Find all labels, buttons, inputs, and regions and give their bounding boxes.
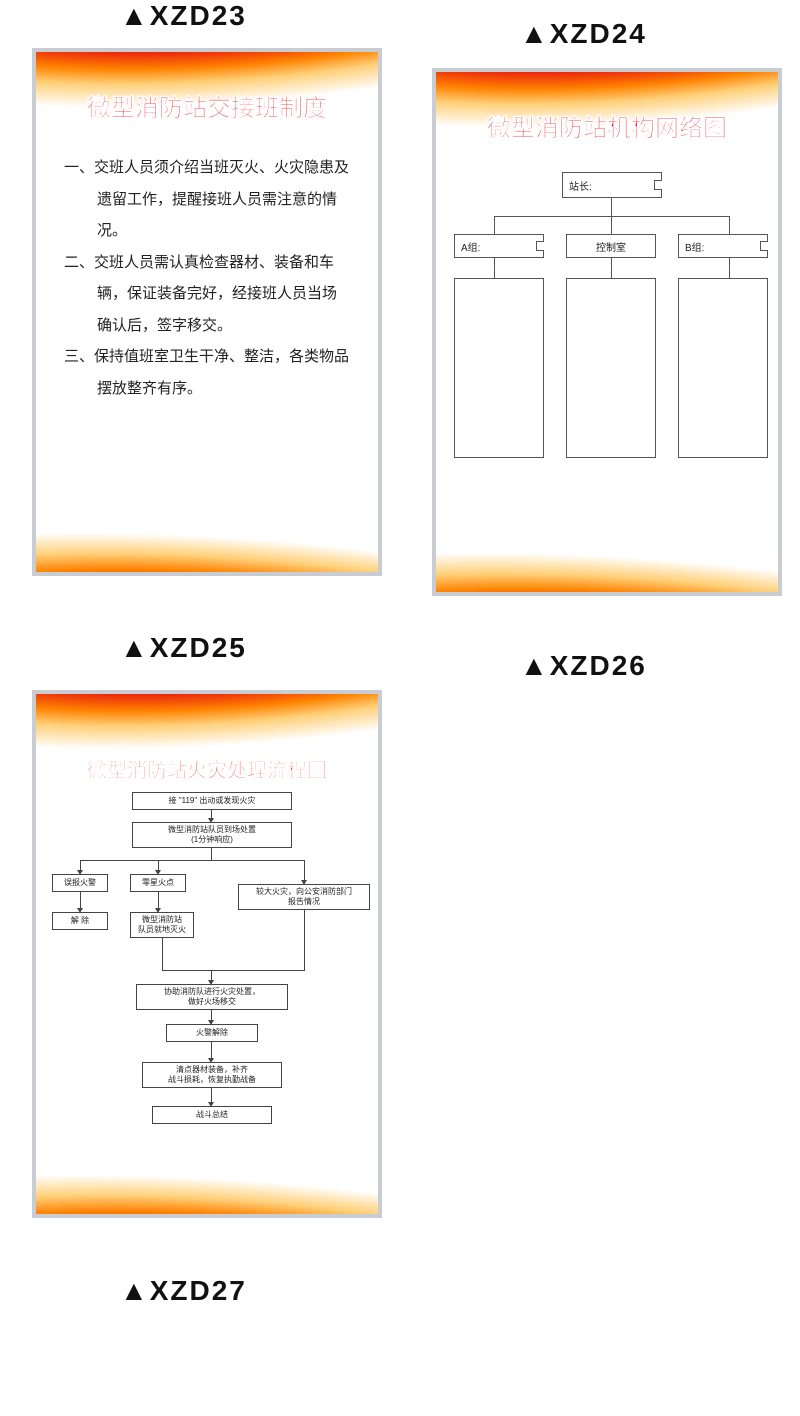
list-item: 二、交班人员需认真检查器材、装备和车辆，保证装备完好，经接班人员当场确认后，签字… (64, 247, 350, 342)
poster-title: 微型消防站机构网络图 (436, 108, 778, 143)
connector (162, 938, 163, 970)
org-node-label: 站长: (569, 178, 592, 193)
flow-node: 战斗总结 (152, 1106, 272, 1124)
org-chart: 站长: A组: 控制室 B组: (454, 172, 760, 502)
connector (494, 216, 495, 234)
flow-node: 火警解除 (166, 1024, 258, 1042)
connector (304, 910, 305, 970)
connector (211, 848, 212, 860)
connector (611, 258, 612, 278)
decor-swoosh-bot (32, 471, 382, 576)
connector (729, 258, 730, 278)
org-node-ctrl: 控制室 (566, 234, 656, 258)
label-xzd27: ▲XZD27 (120, 1275, 247, 1307)
connector (729, 216, 730, 234)
poster-xzd23: 微型消防站交接班制度 一、交班人员须介绍当班灭火、火灾隐患及遗留工作，提醒接班人… (32, 48, 382, 576)
flow-node: 接 "119" 出动或发现火灾 (132, 792, 292, 810)
org-node-b: B组: (678, 234, 768, 258)
poster-body: 一、交班人员须介绍当班灭火、火灾隐患及遗留工作，提醒接班人员需注意的情况。 二、… (64, 152, 350, 482)
notch-icon (760, 241, 768, 251)
label-xzd25: ▲XZD25 (120, 632, 247, 664)
poster-title: 微型消防站火灾处理流程图 (36, 754, 378, 783)
org-box (566, 278, 656, 458)
connector (211, 970, 305, 971)
connector (162, 970, 212, 971)
org-node-label: B组: (685, 239, 704, 254)
poster-xzd25: 微型消防站火灾处理流程图 接 "119" 出动或发现火灾 微型消防站队员到场处置… (32, 690, 382, 1218)
flow-node: 清点器材装备，补齐 战斗损耗，恢复执勤战备 (142, 1062, 282, 1088)
flow-node: 微型消防站队员到场处置 (1分钟响应) (132, 822, 292, 848)
notch-icon (536, 241, 544, 251)
connector (494, 258, 495, 278)
poster-title: 微型消防站交接班制度 (36, 88, 378, 123)
connector (304, 860, 305, 882)
flow-chart: 接 "119" 出动或发现火灾 微型消防站队员到场处置 (1分钟响应) 误报火警… (52, 792, 362, 1134)
flow-node: 误报火警 (52, 874, 108, 892)
org-box (678, 278, 768, 458)
org-node-root: 站长: (562, 172, 662, 198)
connector (611, 198, 612, 216)
org-node-a: A组: (454, 234, 544, 258)
poster-xzd24: 微型消防站机构网络图 站长: A组: 控制室 B组: (432, 68, 782, 596)
connector (80, 860, 304, 861)
org-node-label: A组: (461, 239, 480, 254)
list-item: 三、保持值班室卫生干净、整洁，各类物品摆放整齐有序。 (64, 341, 350, 404)
flow-node: 协助消防队进行火灾处置， 做好火场移交 (136, 984, 288, 1010)
label-xzd24: ▲XZD24 (520, 18, 647, 50)
flow-node: 零星火点 (130, 874, 186, 892)
notch-icon (654, 180, 662, 190)
list-item: 一、交班人员须介绍当班灭火、火灾隐患及遗留工作，提醒接班人员需注意的情况。 (64, 152, 350, 247)
flow-node: 微型消防站 队员就地灭火 (130, 912, 194, 938)
label-xzd26: ▲XZD26 (520, 650, 647, 682)
label-xzd23: ▲XZD23 (120, 0, 247, 32)
flow-node: 较大火灾，向公安消防部门 报告情况 (238, 884, 370, 910)
flow-node: 解 除 (52, 912, 108, 930)
decor-swoosh-bot (432, 491, 782, 596)
org-box (454, 278, 544, 458)
connector (494, 216, 730, 217)
connector (611, 216, 612, 234)
org-node-label: 控制室 (596, 239, 626, 254)
